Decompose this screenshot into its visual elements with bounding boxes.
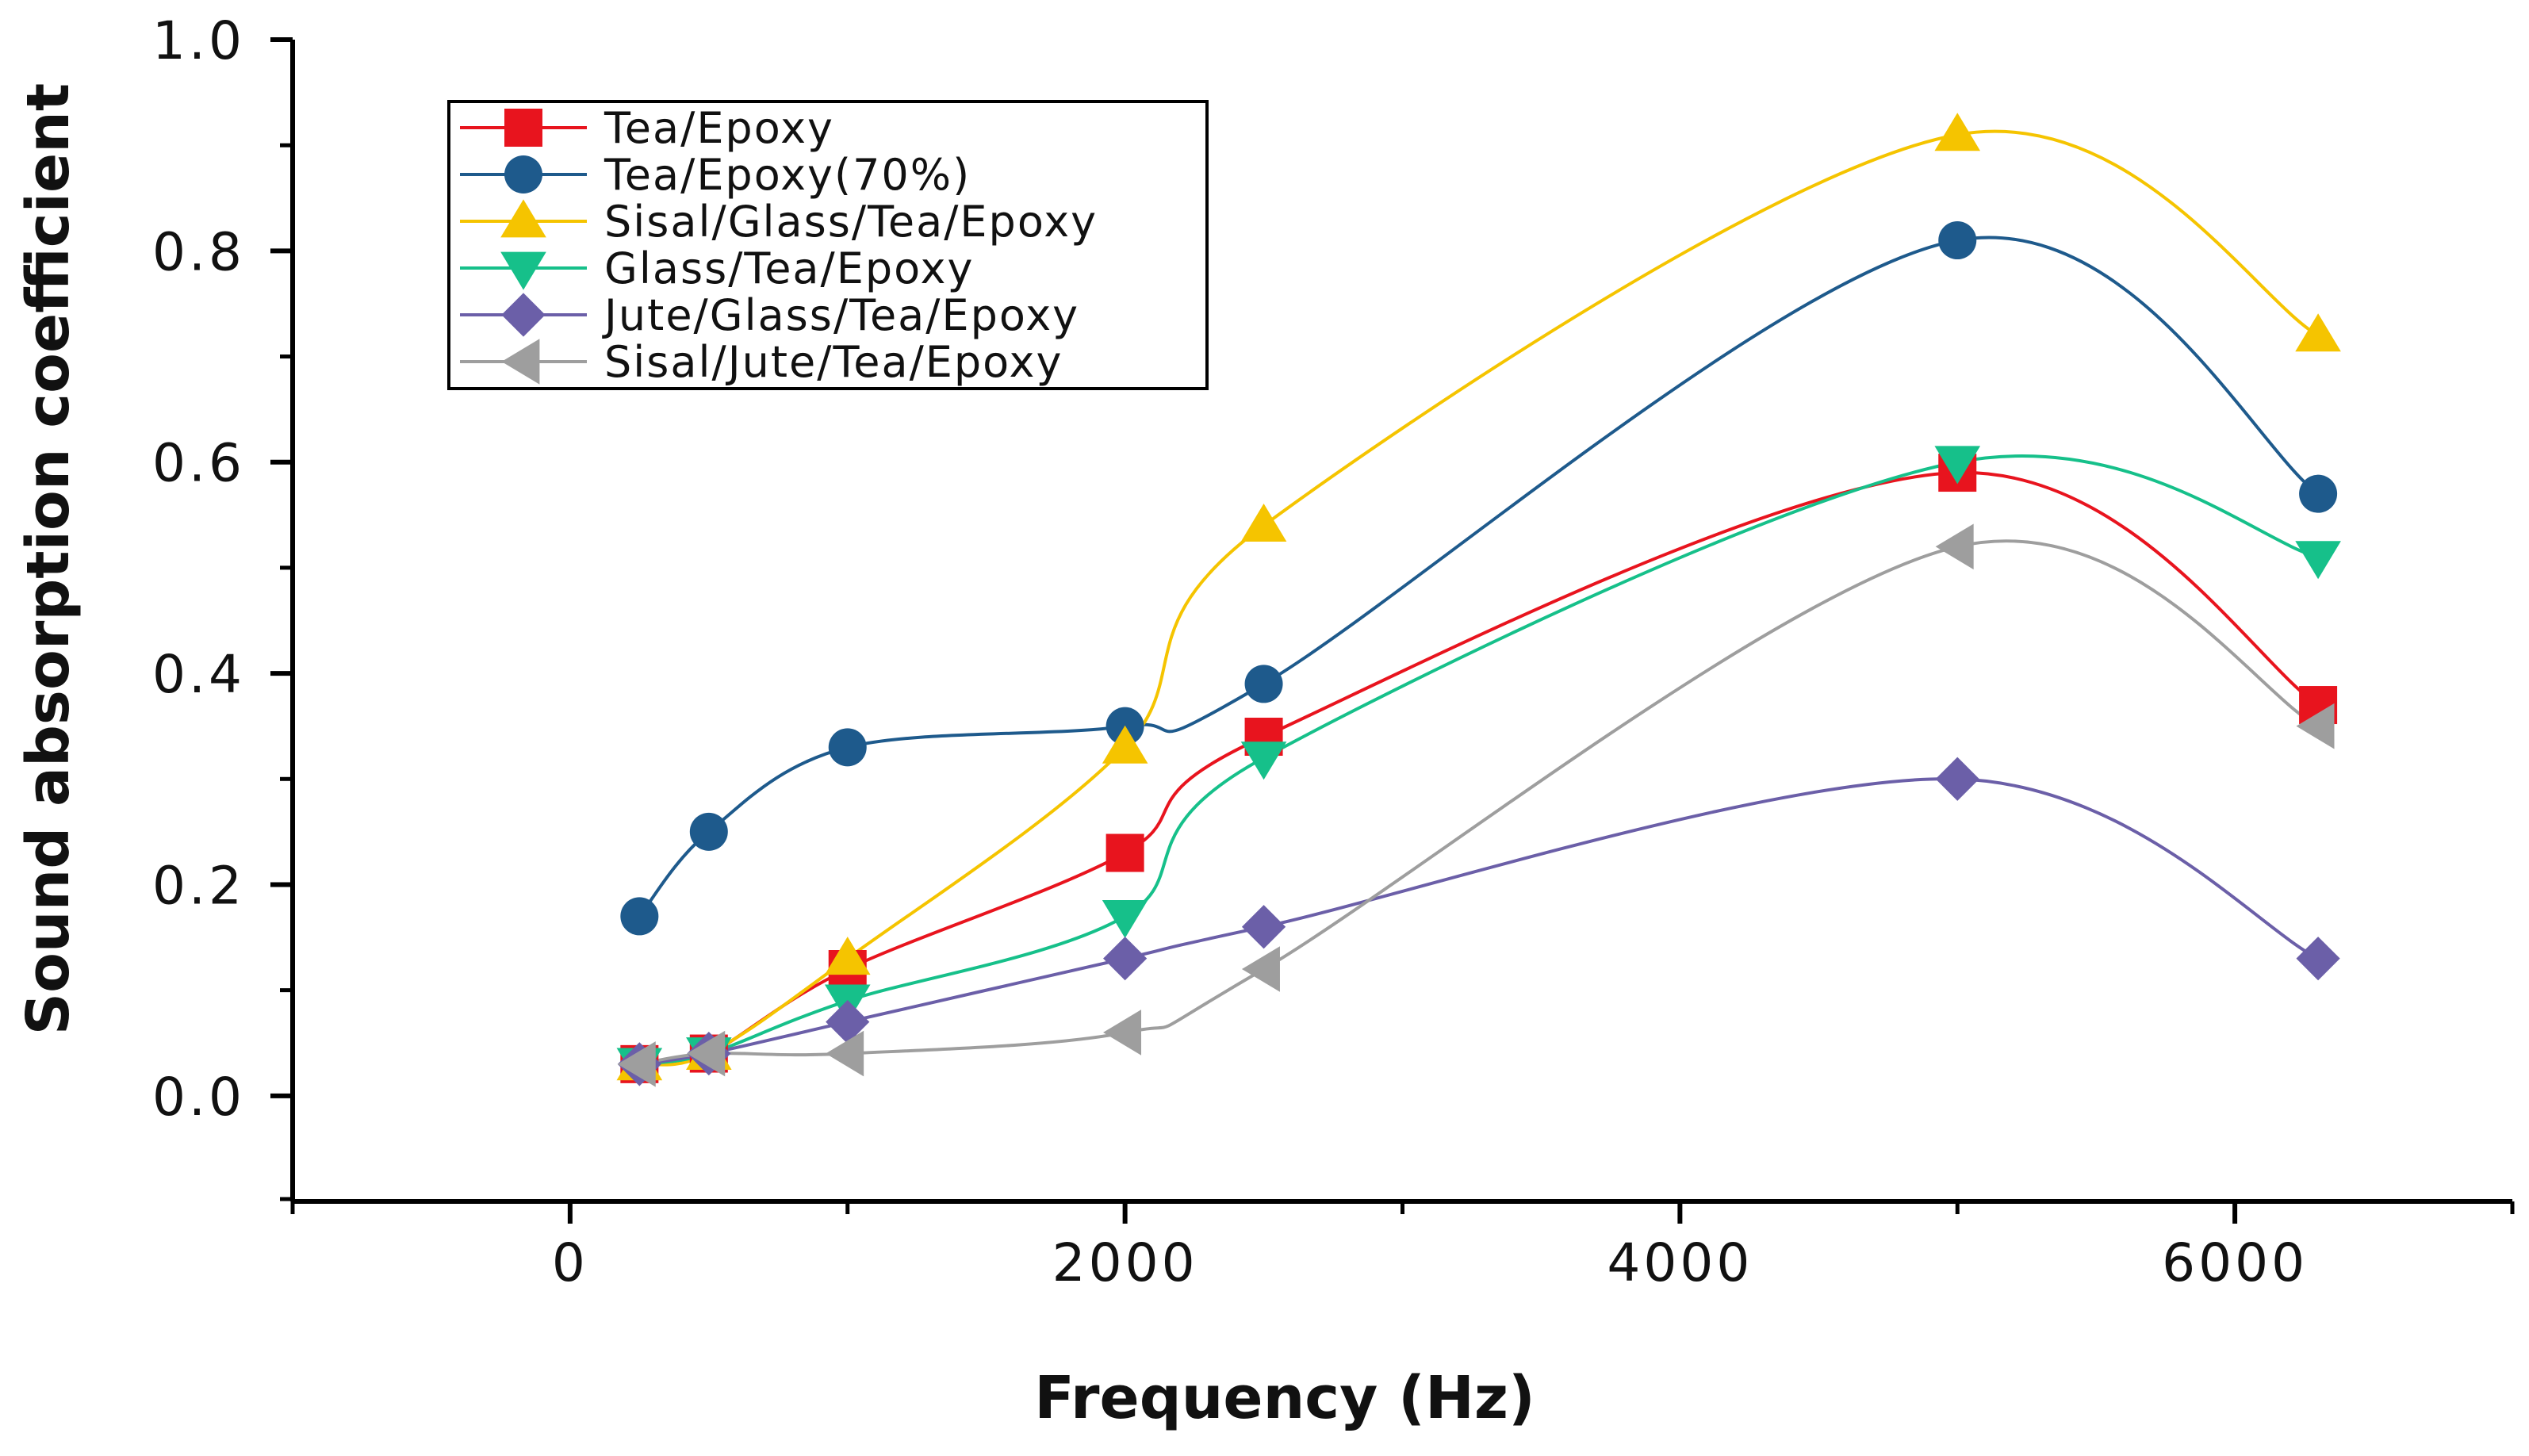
y-tick-label: 0.4 — [152, 644, 245, 705]
legend-items: Tea/EpoxyTea/Epoxy(70%)Sisal/Glass/Tea/E… — [460, 103, 1098, 387]
data-point — [1102, 900, 1148, 939]
legend-swatch-marker — [504, 155, 542, 193]
data-point — [620, 897, 659, 936]
legend-swatch-marker — [504, 109, 542, 147]
data-point — [1934, 446, 1981, 485]
x-ticks: 0 2000 4000 6000 — [290, 1201, 2515, 1293]
data-point — [1240, 504, 1287, 542]
legend-swatch-marker — [501, 339, 540, 385]
series-line — [639, 471, 2320, 1066]
data-point — [2296, 937, 2340, 981]
series-line — [639, 129, 2320, 1067]
data-point — [826, 999, 870, 1044]
y-tick-label: 0.2 — [152, 855, 245, 916]
data-point — [1102, 725, 1148, 764]
data-point — [1244, 665, 1283, 703]
axes: 0.0 0.2 0.4 0.6 0.8 1.0 0 2000 4000 6000 — [152, 10, 2515, 1293]
y-tick-label: 0.8 — [152, 221, 245, 282]
y-tick-label: 1.0 — [152, 10, 245, 71]
data-point — [1240, 741, 1287, 780]
y-ticks: 0.0 0.2 0.4 0.6 0.8 1.0 — [152, 10, 293, 1201]
data-point — [1241, 946, 1280, 992]
data-point — [617, 1041, 656, 1087]
legend-label: Sisal/Jute/Tea/Epoxy — [604, 337, 1063, 387]
legend-label: Tea/Epoxy(70%) — [604, 150, 971, 200]
y-tick-label: 0.6 — [152, 433, 245, 494]
legend-box — [447, 100, 1209, 390]
data-point — [2295, 541, 2341, 580]
data-point — [828, 728, 867, 767]
data-point — [2299, 474, 2338, 513]
legend-swatch-marker — [500, 251, 546, 290]
data-point — [689, 812, 728, 851]
plot-lines — [638, 129, 2320, 1067]
data-point — [826, 1030, 864, 1077]
data-point — [1934, 113, 1981, 151]
data-point — [687, 1030, 726, 1077]
legend-swatch-marker — [501, 293, 546, 337]
data-point — [2295, 313, 2341, 352]
y-axis-title: Sound absorption coefficient — [14, 83, 82, 1035]
legend-label: Glass/Tea/Epoxy — [604, 243, 974, 293]
data-point — [1938, 221, 1977, 260]
series-line — [639, 539, 2319, 1066]
legend-label: Tea/Epoxy — [604, 103, 834, 153]
x-tick-label: 4000 — [1607, 1232, 1753, 1293]
data-point — [1241, 905, 1286, 949]
data-point — [1103, 1010, 1142, 1056]
series-line — [639, 777, 2319, 1066]
data-point — [2296, 703, 2335, 749]
x-axis-title: Frequency (Hz) — [1034, 1364, 1535, 1432]
legend-swatch-marker — [500, 199, 546, 238]
y-tick-label: 0.0 — [152, 1067, 245, 1128]
series-line — [639, 454, 2319, 1066]
data-point — [824, 937, 871, 975]
data-point — [1103, 937, 1148, 981]
legend: Tea/EpoxyTea/Epoxy(70%)Sisal/Glass/Tea/E… — [447, 100, 1209, 390]
x-tick-label: 2000 — [1052, 1232, 1198, 1293]
data-point — [1105, 833, 1144, 872]
x-tick-label: 0 — [552, 1232, 588, 1293]
x-tick-label: 6000 — [2162, 1232, 2308, 1293]
legend-label: Jute/Glass/Tea/Epoxy — [602, 290, 1079, 340]
plot-markers — [616, 113, 2341, 1087]
data-point — [1935, 757, 1979, 801]
series-line — [638, 236, 2320, 918]
data-point — [1935, 523, 1974, 570]
legend-label: Sisal/Glass/Tea/Epoxy — [604, 197, 1098, 247]
